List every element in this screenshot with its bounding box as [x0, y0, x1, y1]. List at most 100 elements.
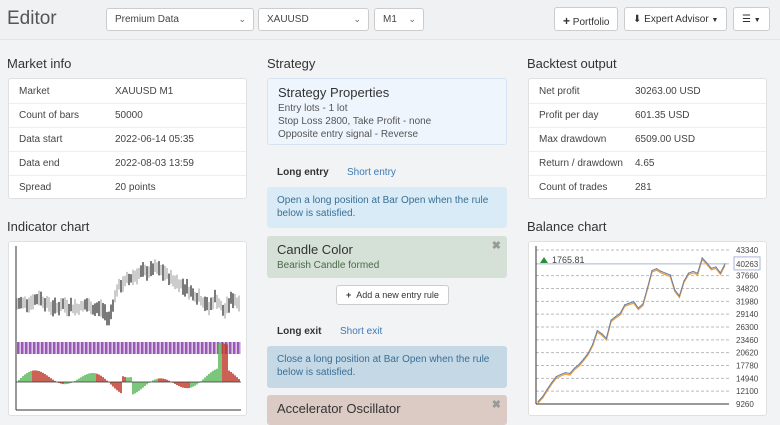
portfolio-button[interactable]: + Portfolio — [554, 7, 619, 31]
band-bar — [169, 342, 172, 354]
row-value: 601.35 USD — [635, 110, 690, 121]
table-row: Count of trades 281 — [529, 175, 766, 199]
entry-rule-candle-color[interactable]: Candle Color Bearish Candle formed ✖ — [267, 236, 507, 278]
balance-point — [719, 272, 722, 274]
close-icon[interactable]: ✖ — [491, 399, 501, 411]
band-bar — [85, 342, 88, 354]
balance-point — [541, 395, 544, 398]
row-label: Count of trades — [539, 182, 608, 193]
balance-point — [569, 372, 571, 375]
band-bar — [117, 342, 120, 354]
row-value: 30263.00 USD — [635, 85, 701, 97]
close-icon[interactable]: ✖ — [491, 240, 501, 252]
row-value: 2022-08-03 13:59 — [115, 158, 194, 169]
plus-icon: + — [563, 14, 571, 28]
y-tick-label: 37660 — [736, 272, 759, 281]
band-bar — [109, 342, 112, 354]
band-bar — [173, 342, 176, 354]
cloud-download-icon: ⬇ — [633, 14, 642, 25]
row-label: Max drawdown — [539, 134, 607, 145]
balance-chart-title: Balance chart — [527, 219, 607, 234]
chevron-down-icon: ⌄ — [408, 14, 416, 24]
balance-point — [665, 272, 667, 274]
table-row: Return / drawdown 4.65 — [529, 151, 766, 175]
y-tick-label: 23460 — [736, 336, 759, 345]
caret-down-icon: ▼ — [753, 17, 761, 24]
balance-point — [697, 272, 699, 274]
y-tick-label: 34820 — [736, 285, 759, 294]
band-bar — [61, 342, 64, 354]
band-bar — [97, 342, 100, 354]
chevron-down-icon: ⌄ — [353, 14, 361, 24]
expert-advisor-label: Expert Advisor — [644, 14, 709, 25]
entry-rule-title: Candle Color — [277, 242, 353, 257]
y-tick-label: 31980 — [736, 297, 759, 306]
data-source-value: Premium Data — [115, 14, 179, 25]
row-label: Market — [19, 85, 50, 97]
band-bar — [89, 342, 92, 354]
table-row: Data start 2022-06-14 05:35 — [9, 127, 246, 151]
strategy-properties[interactable]: Strategy Properties Entry lots - 1 lot S… — [267, 78, 507, 145]
tab-long-entry[interactable]: Long entry — [277, 167, 329, 178]
band-bar — [129, 342, 132, 354]
prop-entry-lots: Entry lots - 1 lot — [278, 103, 348, 114]
balance-point — [610, 319, 612, 321]
band-bar — [233, 342, 236, 354]
equity-line — [537, 256, 726, 402]
menu-button[interactable]: ☰ ▼ — [733, 7, 770, 31]
data-source-select[interactable]: Premium Data ⌄ — [106, 8, 254, 31]
symbol-select[interactable]: XAUUSD ⌄ — [258, 8, 369, 31]
row-value: 6509.00 USD — [635, 134, 696, 145]
band-bar — [189, 342, 192, 354]
tab-short-entry[interactable]: Short entry — [347, 167, 396, 178]
row-value: 50000 — [115, 110, 143, 121]
entry-info: Open a long position at Bar Open when th… — [267, 187, 507, 228]
balance-line — [537, 258, 726, 404]
band-bar — [69, 342, 72, 354]
symbol-value: XAUUSD — [267, 14, 309, 25]
tab-long-exit[interactable]: Long exit — [277, 326, 322, 337]
balance-chart-svg: 43340 37660 34820 31980 29140 26300 23460 20620… — [535, 246, 761, 409]
plus-icon: + — [346, 290, 352, 300]
band-bar — [25, 342, 28, 354]
add-entry-rule-button[interactable]: + Add a new entry rule — [336, 285, 449, 305]
row-value: XAUUSD M1 — [115, 85, 174, 97]
band-bar — [185, 342, 188, 354]
indicator-chart-svg — [15, 246, 241, 411]
strategy-properties-title: Strategy Properties — [278, 85, 390, 100]
balance-point — [596, 330, 598, 332]
balance-point — [674, 289, 676, 291]
band-bar — [37, 342, 40, 354]
balance-point — [724, 263, 726, 265]
balance-point — [601, 333, 603, 335]
band-bar — [17, 342, 20, 354]
band-bar — [157, 342, 160, 354]
balance-point — [655, 268, 658, 270]
balance-point — [683, 280, 685, 282]
balance-point — [651, 269, 653, 272]
table-row: Spread 20 points — [9, 175, 246, 199]
band-bar — [57, 342, 60, 354]
y-tick-label: 17780 — [736, 362, 759, 371]
band-bar — [201, 342, 204, 354]
backtest-title: Backtest output — [527, 56, 617, 71]
row-label: Data start — [19, 134, 63, 145]
band-bar — [93, 342, 96, 354]
exit-rule-accelerator[interactable]: Accelerator Oscillator ✖ — [267, 395, 507, 425]
balance-point — [573, 367, 576, 369]
band-bar — [33, 342, 36, 354]
header-bar: Editor Premium Data ⌄ XAUUSD ⌄ M1 ⌄ + Portf… — [0, 0, 780, 40]
caret-down-icon: ▼ — [711, 17, 719, 24]
table-row: Max drawdown 6509.00 USD — [529, 127, 766, 151]
profit-badge: 1765.81 — [552, 255, 585, 265]
period-select[interactable]: M1 ⌄ — [374, 8, 424, 31]
band-bar — [49, 342, 52, 354]
expert-advisor-button[interactable]: ⬇ Expert Advisor ▼ — [624, 7, 728, 31]
tab-short-exit[interactable]: Short exit — [340, 326, 383, 337]
balance-point — [692, 270, 694, 273]
band-bar — [161, 342, 164, 354]
balance-point — [701, 257, 703, 259]
balance-point — [687, 272, 690, 274]
band-bar — [73, 342, 76, 354]
table-row: Market XAUUSD M1 — [9, 79, 246, 103]
